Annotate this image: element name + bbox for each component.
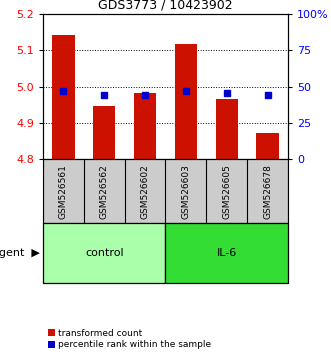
Bar [256,133,279,159]
Bar [52,35,75,159]
Title: GDS3773 / 10423902: GDS3773 / 10423902 [98,0,233,12]
Bar [43,223,166,283]
Text: GSM526678: GSM526678 [263,164,272,219]
Text: agent  ▶: agent ▶ [0,248,40,258]
Text: GSM526605: GSM526605 [222,164,231,219]
Text: control: control [85,248,123,258]
Text: GSM526602: GSM526602 [141,164,150,219]
Bar [215,99,238,159]
Text: IL-6: IL-6 [216,248,237,258]
Bar [166,223,288,283]
Text: GSM526561: GSM526561 [59,164,68,219]
Bar [134,93,156,159]
Bar [93,105,116,159]
Bar [175,44,197,159]
Text: GSM526603: GSM526603 [181,164,190,219]
Legend: transformed count, percentile rank within the sample: transformed count, percentile rank withi… [48,329,212,349]
Text: GSM526562: GSM526562 [100,164,109,219]
